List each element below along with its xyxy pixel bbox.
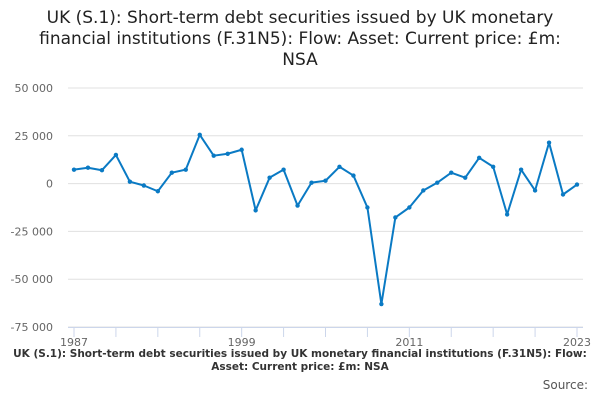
- data-point: [449, 170, 454, 175]
- data-point: [211, 153, 216, 158]
- data-point: [421, 188, 426, 193]
- y-tick-label: -50 000: [11, 273, 53, 286]
- y-tick-label: -75 000: [11, 321, 53, 334]
- data-point: [127, 179, 133, 184]
- footer-title: UK (S.1): Short-term debt securities iss…: [13, 348, 587, 373]
- data-point: [267, 175, 272, 180]
- source-label: Source:: [542, 378, 588, 392]
- y-tick-label: 50 000: [15, 82, 54, 95]
- x-tick-label: 2023: [563, 336, 591, 349]
- data-point: [463, 175, 468, 180]
- data-point: [253, 208, 258, 213]
- data-point: [560, 192, 566, 197]
- data-point: [393, 215, 398, 220]
- data-point: [323, 178, 328, 183]
- data-point: [281, 167, 286, 172]
- chart-title: UK (S.1): Short-term debt securities iss…: [39, 8, 561, 70]
- x-tick-label: 1987: [60, 336, 88, 349]
- data-point: [295, 203, 300, 208]
- y-tick-label: 25 000: [15, 130, 54, 143]
- data-point: [546, 140, 552, 145]
- x-tick-label: 2011: [395, 336, 423, 349]
- data-point: [435, 180, 440, 185]
- data-point: [197, 132, 202, 138]
- data-point: [518, 167, 524, 172]
- data-point: [574, 182, 580, 187]
- data-point: [99, 168, 105, 173]
- data-point: [169, 170, 175, 175]
- data-point: [365, 205, 370, 210]
- data-point: [113, 152, 119, 158]
- data-point: [225, 151, 230, 156]
- data-point: [407, 205, 412, 210]
- data-point: [337, 164, 342, 169]
- data-point: [379, 301, 384, 307]
- x-tick-label: 1999: [228, 336, 256, 349]
- data-point: [155, 189, 161, 194]
- y-tick-label: -25 000: [11, 225, 53, 238]
- data-point: [504, 212, 510, 217]
- data-point: [141, 183, 147, 188]
- data-point: [71, 167, 77, 172]
- data-point: [85, 165, 91, 170]
- series-line: [73, 133, 578, 306]
- data-point: [183, 167, 188, 172]
- data-point: [239, 147, 244, 152]
- data-point: [351, 173, 356, 178]
- data-point: [532, 188, 538, 193]
- data-point: [309, 180, 314, 185]
- y-tick-label: 0: [46, 178, 53, 191]
- data-point: [490, 164, 496, 169]
- data-point: [476, 155, 482, 160]
